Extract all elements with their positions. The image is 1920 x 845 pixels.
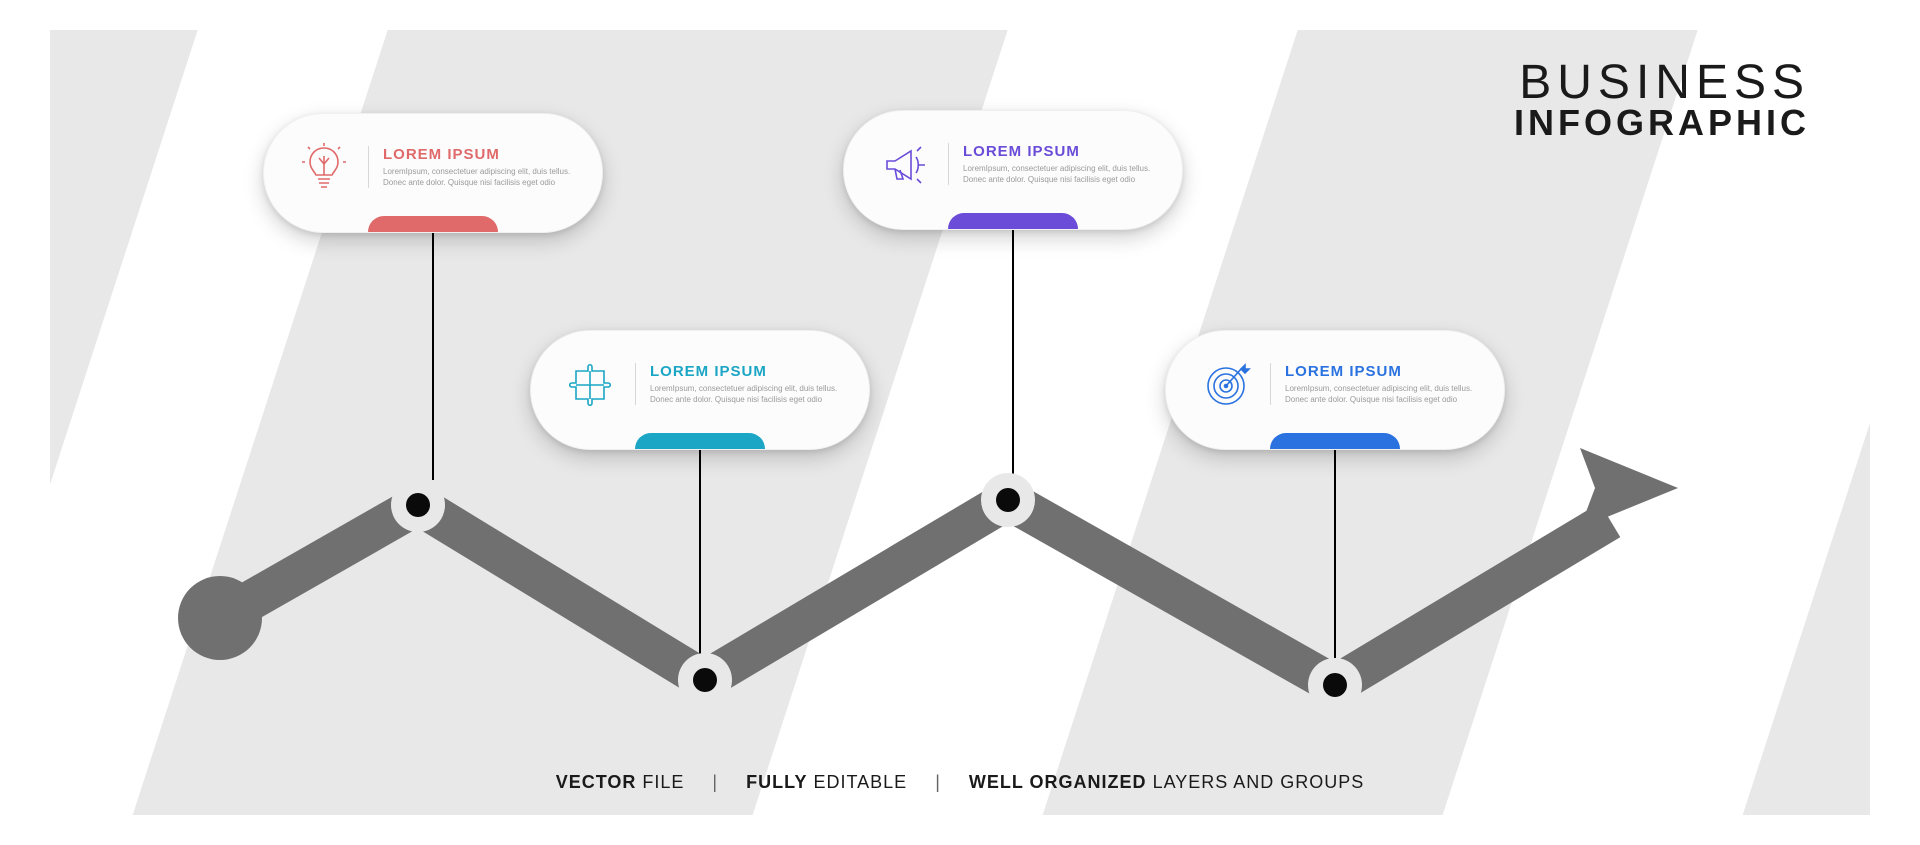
step-3-text: LOREM IPSUM LoremIpsum, consectetuer adi…: [948, 143, 1162, 186]
footer-sep-1: |: [712, 772, 718, 792]
footer-part-2-reg: EDITABLE: [807, 772, 907, 792]
megaphone-icon: [874, 134, 934, 194]
step-4-body: LoremIpsum, consectetuer adipiscing elit…: [1285, 384, 1484, 406]
step-2-text: LOREM IPSUM LoremIpsum, consectetuer adi…: [635, 363, 849, 406]
footer-part-1-bold: VECTOR: [556, 772, 637, 792]
connector-4: [1334, 450, 1336, 660]
connector-3: [1012, 230, 1014, 475]
arrow-node-4: [1308, 658, 1362, 712]
infographic-canvas: BUSINESS INFOGRAPHIC LOREM IPSUM LoremIp…: [50, 30, 1870, 815]
step-4-text: LOREM IPSUM LoremIpsum, consectetuer adi…: [1270, 363, 1484, 406]
footer-part-2-bold: FULLY: [746, 772, 807, 792]
step-3-tab: [948, 213, 1078, 229]
arrow-node-3: [981, 473, 1035, 527]
step-pill-1: LOREM IPSUM LoremIpsum, consectetuer adi…: [263, 113, 603, 233]
puzzle-icon: [561, 354, 621, 414]
step-2-title: LOREM IPSUM: [650, 363, 849, 380]
connector-2: [699, 450, 701, 655]
step-pill-2: LOREM IPSUM LoremIpsum, consectetuer adi…: [530, 330, 870, 450]
step-4-title: LOREM IPSUM: [1285, 363, 1484, 380]
footer-sep-2: |: [935, 772, 941, 792]
step-3-title: LOREM IPSUM: [963, 143, 1162, 160]
step-1-tab: [368, 216, 498, 232]
step-4-tab: [1270, 433, 1400, 449]
step-pill-4: LOREM IPSUM LoremIpsum, consectetuer adi…: [1165, 330, 1505, 450]
step-1-body: LoremIpsum, consectetuer adipiscing elit…: [383, 167, 582, 189]
footer-part-1-reg: FILE: [636, 772, 684, 792]
header-title: BUSINESS INFOGRAPHIC: [1514, 55, 1810, 144]
header-line2: INFOGRAPHIC: [1514, 102, 1810, 144]
arrow-node-1: [391, 478, 445, 532]
lightbulb-icon: [294, 137, 354, 197]
step-2-tab: [635, 433, 765, 449]
target-icon: [1196, 354, 1256, 414]
connector-1: [432, 233, 434, 480]
step-3-body: LoremIpsum, consectetuer adipiscing elit…: [963, 164, 1162, 186]
step-1-title: LOREM IPSUM: [383, 146, 582, 163]
footer-part-3-bold: WELL ORGANIZED: [969, 772, 1147, 792]
step-pill-3: LOREM IPSUM LoremIpsum, consectetuer adi…: [843, 110, 1183, 230]
step-1-text: LOREM IPSUM LoremIpsum, consectetuer adi…: [368, 146, 582, 189]
footer-tagline: VECTOR FILE | FULLY EDITABLE | WELL ORGA…: [50, 772, 1870, 793]
step-2-body: LoremIpsum, consectetuer adipiscing elit…: [650, 384, 849, 406]
footer-part-3-reg: LAYERS AND GROUPS: [1147, 772, 1365, 792]
arrow-node-2: [678, 653, 732, 707]
